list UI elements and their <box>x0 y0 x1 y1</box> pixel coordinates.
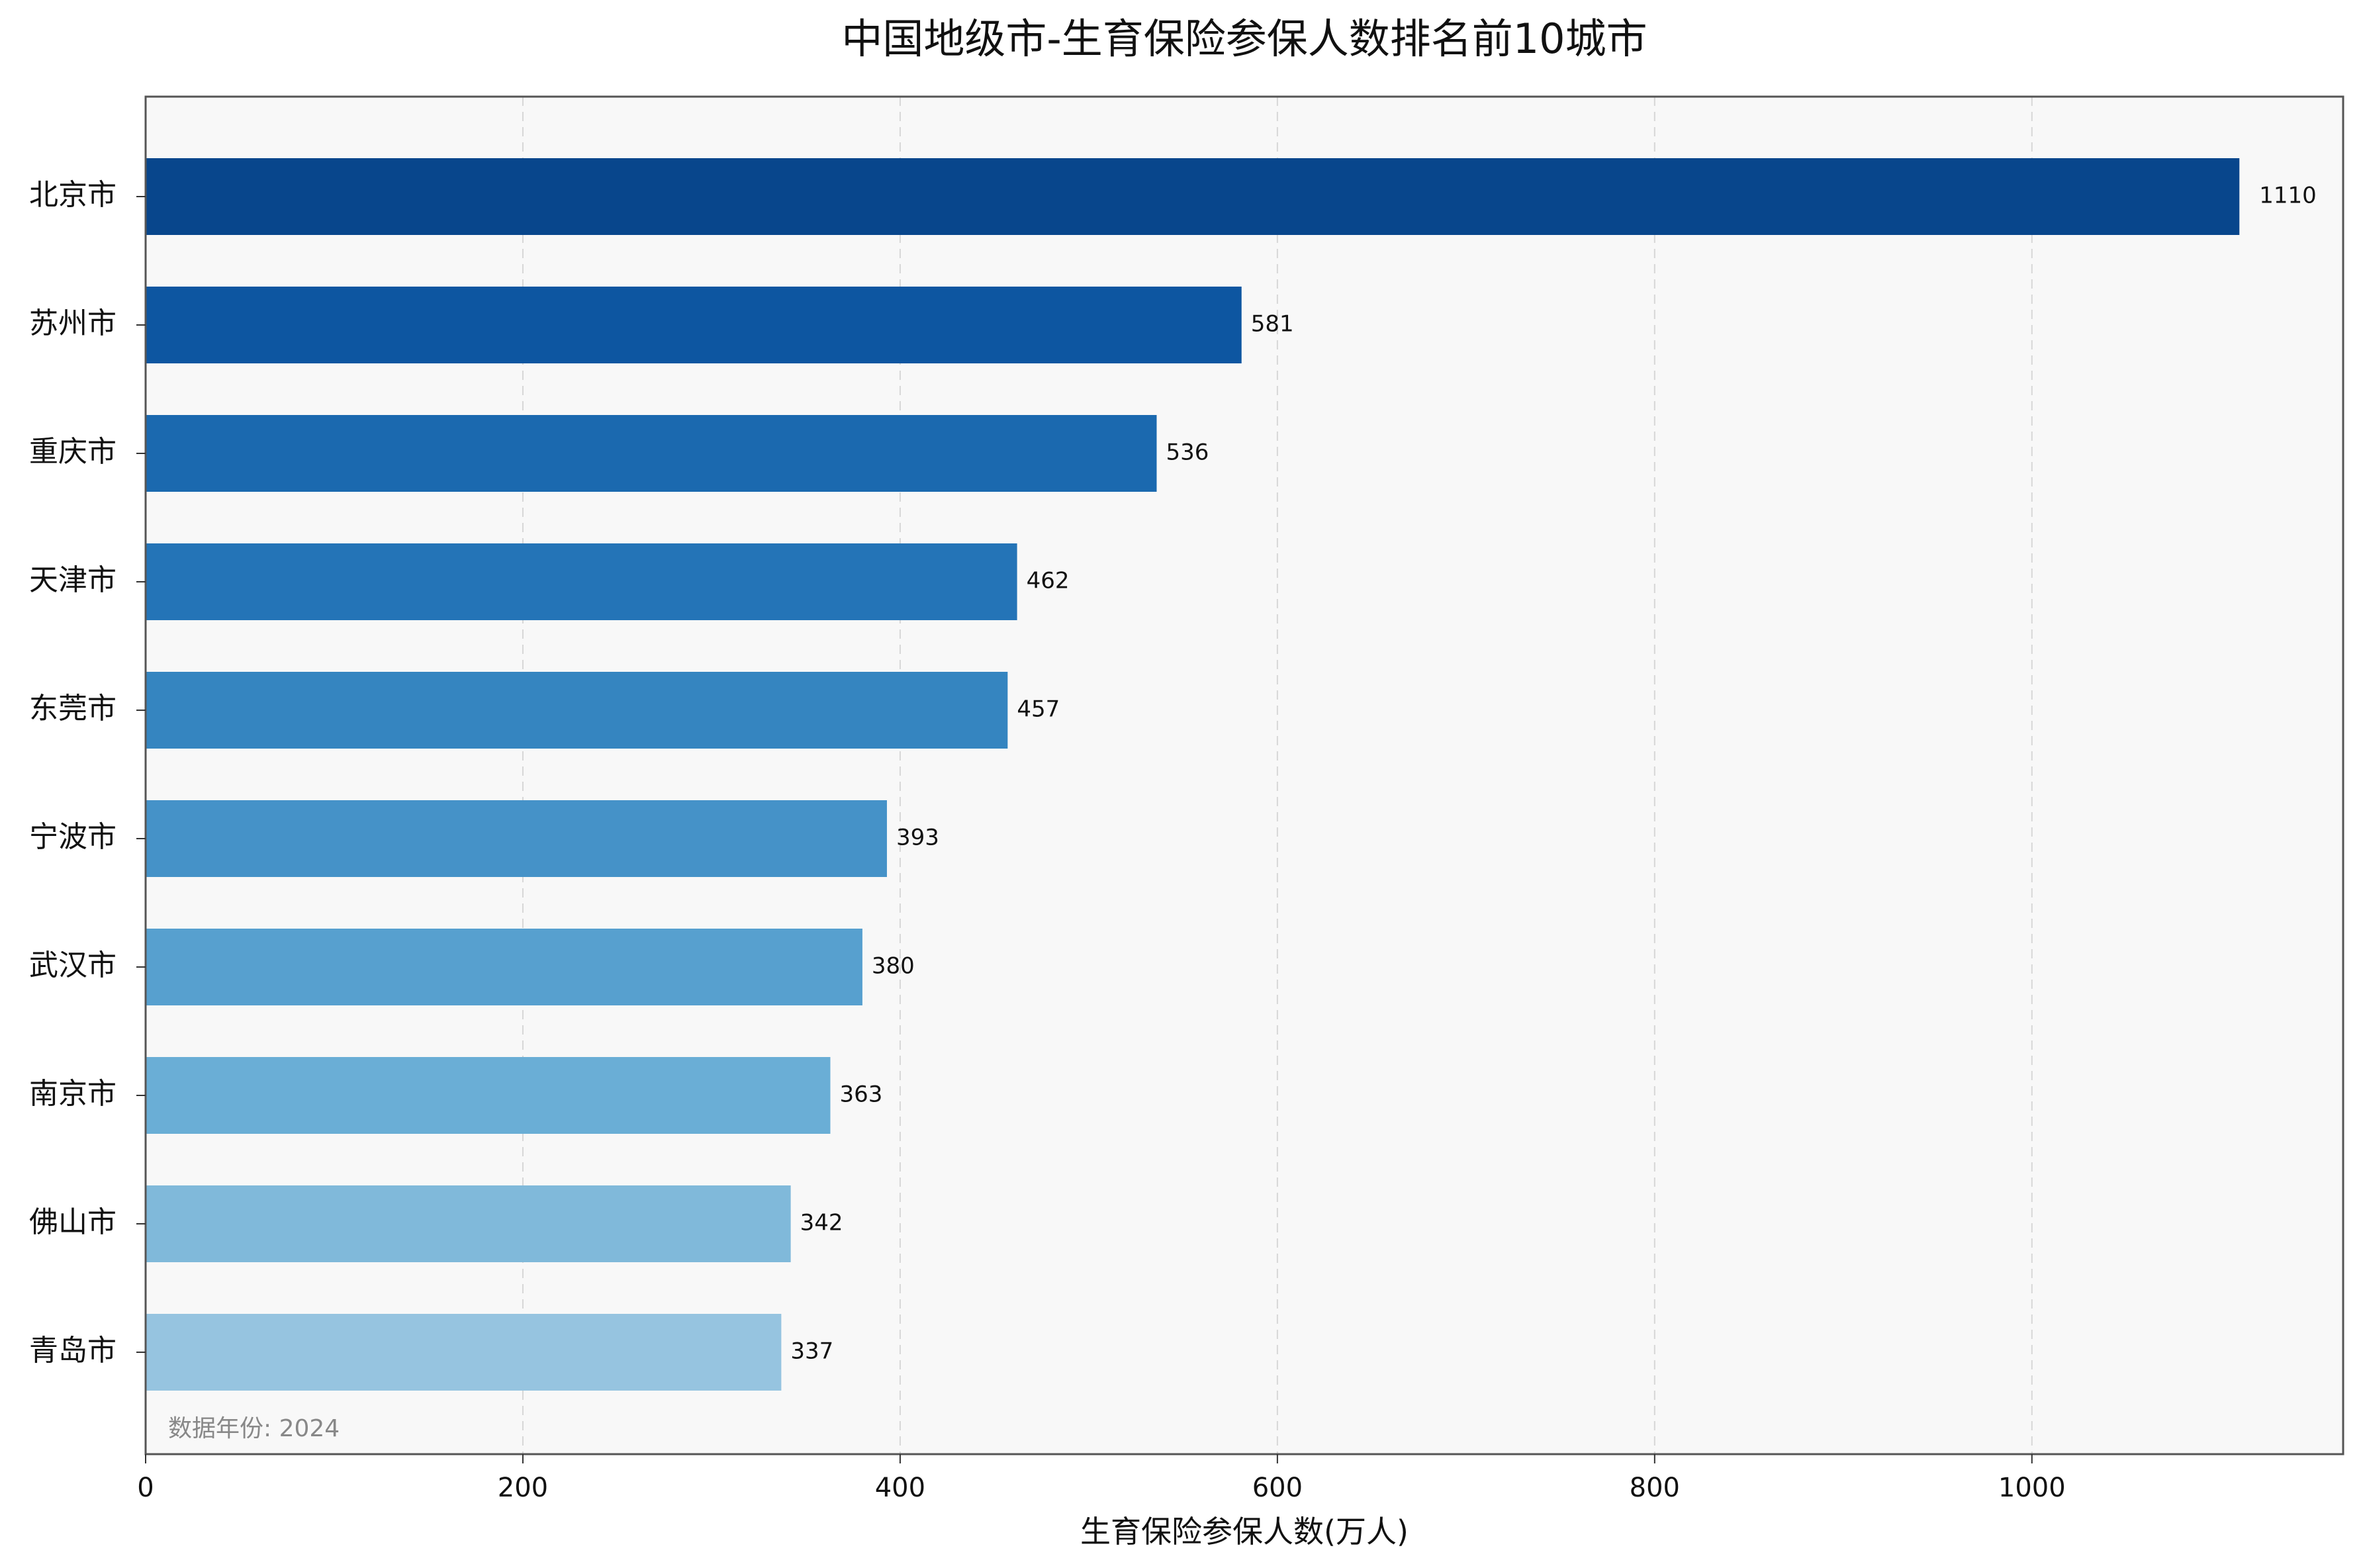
category-label-8: 南京市 <box>29 1077 116 1111</box>
value-label-8: 363 <box>839 1082 882 1108</box>
bar-2 <box>146 287 1242 363</box>
bar-3 <box>146 415 1157 492</box>
bar-4 <box>146 543 1017 620</box>
value-label-2: 581 <box>1251 311 1294 338</box>
x-tick-label-1000: 1000 <box>1998 1473 2066 1503</box>
category-label-3: 重庆市 <box>29 435 116 469</box>
value-labels: 1110 581 536 462 457 393 380 363 342 337 <box>790 183 2316 1365</box>
value-label-9: 342 <box>800 1210 843 1236</box>
bars <box>146 158 2240 1391</box>
bar-8 <box>146 1057 831 1134</box>
category-label-10: 青岛市 <box>29 1334 116 1367</box>
bar-1 <box>146 158 2240 235</box>
x-tick-label-200: 200 <box>498 1473 548 1503</box>
x-axis-title: 生育保险参保人数(万人) <box>1080 1514 1409 1549</box>
value-label-5: 457 <box>1017 696 1060 723</box>
category-label-1: 北京市 <box>29 178 116 212</box>
value-label-7: 380 <box>872 953 915 980</box>
x-tick-label-600: 600 <box>1252 1473 1303 1503</box>
value-label-1: 1110 <box>2259 183 2317 209</box>
bar-6 <box>146 800 887 877</box>
value-label-10: 337 <box>790 1338 833 1365</box>
bar-7 <box>146 929 862 1005</box>
category-label-2: 苏州市 <box>29 306 116 340</box>
x-tick-label-800: 800 <box>1630 1473 1680 1503</box>
category-label-4: 天津市 <box>29 563 116 597</box>
x-tick-label-400: 400 <box>875 1473 925 1503</box>
value-label-6: 393 <box>896 825 939 851</box>
x-axis-ticks: 0 200 400 600 800 1000 <box>137 1454 2066 1503</box>
category-label-9: 佛山市 <box>29 1205 116 1239</box>
bar-5 <box>146 672 1008 749</box>
data-year-note: 数据年份: 2024 <box>168 1415 340 1442</box>
value-label-4: 462 <box>1027 568 1070 594</box>
category-label-6: 宁波市 <box>29 820 116 854</box>
bar-9 <box>146 1185 791 1262</box>
value-label-3: 536 <box>1166 439 1209 466</box>
chart-title: 中国地级市-生育保险参保人数排名前10城市 <box>841 15 1647 63</box>
bar-10 <box>146 1314 782 1391</box>
plot-frame <box>144 95 2344 1455</box>
x-tick-label-0: 0 <box>137 1473 154 1503</box>
category-label-7: 武汉市 <box>29 948 116 982</box>
category-label-5: 东莞市 <box>29 692 116 725</box>
